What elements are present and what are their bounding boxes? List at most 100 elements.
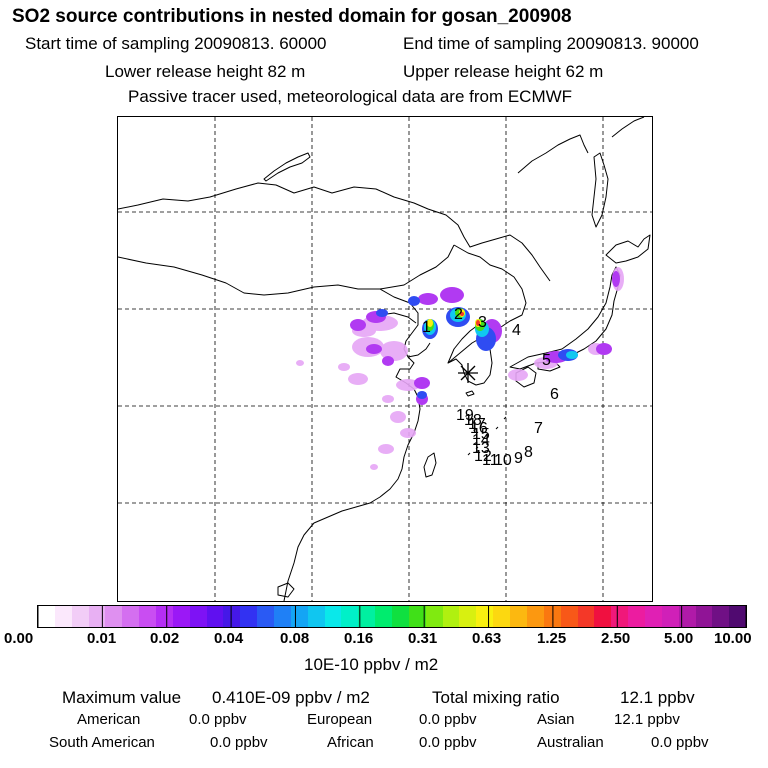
colorbar-units: 10E-10 ppbv / m2 — [304, 655, 439, 674]
region-south-american-value: 0.0 ppbv — [210, 734, 268, 751]
colorbar-cell-36 — [644, 606, 662, 627]
point-label-9: 9 — [514, 450, 523, 467]
colorbar-cell-33 — [594, 606, 612, 627]
receptor-star-marker — [458, 363, 478, 383]
colorbar-cell-4 — [105, 606, 123, 627]
point-label-3: 3 — [478, 314, 487, 331]
colorbar-cell-28 — [510, 606, 527, 627]
region-american-name: American — [77, 711, 141, 728]
colorbar-tick-10: 5.00 — [664, 630, 694, 647]
colorbar-cell-11 — [223, 606, 241, 627]
colorbar-cell-25 — [459, 606, 477, 627]
region-australian-value: 0.0 ppbv — [651, 734, 709, 751]
map-svg — [118, 117, 652, 601]
colorbar-cell-1 — [54, 606, 72, 627]
colorbar-cell-14 — [274, 606, 291, 627]
point-label-5: 5 — [542, 352, 551, 369]
colorbar-cell-22 — [408, 606, 426, 627]
total-mixing-label: Total mixing ratio — [432, 688, 560, 707]
colorbar-tick-6: 0.31 — [408, 630, 438, 647]
colorbar-tick-1: 0.01 — [87, 630, 117, 647]
region-south-american-name: South American — [49, 734, 155, 751]
colorbar-cell-34 — [611, 606, 629, 627]
region-european-value: 0.0 ppbv — [419, 711, 477, 728]
colorbar-cell-3 — [88, 606, 106, 627]
coastlines — [118, 117, 651, 601]
colorbar-cell-38 — [678, 606, 696, 627]
point-label-4: 4 — [512, 322, 521, 339]
colorbar-cell-23 — [425, 606, 443, 627]
colorbar-tick-2: 0.02 — [150, 630, 180, 647]
max-value-label: Maximum value — [62, 688, 182, 707]
colorbar-cell-18 — [341, 606, 359, 627]
colorbar-cell-31 — [560, 606, 578, 627]
region-asian-name: Asian — [537, 711, 575, 728]
point-label-13: 13 — [472, 440, 490, 457]
point-label-8: 8 — [524, 444, 533, 461]
point-label-16: 16 — [470, 420, 488, 437]
point-label-10: 10 — [494, 452, 512, 469]
upper-release-height: Upper release height 62 m — [403, 62, 604, 81]
point-label-12: 12 — [474, 448, 492, 465]
region-african-name: African — [327, 734, 374, 751]
point-label-14: 14 — [472, 432, 490, 449]
colorbar-cell-27 — [493, 606, 511, 627]
colorbar-cell-7 — [156, 606, 173, 627]
colorbar-cell-20 — [375, 606, 393, 627]
colorbar-tick-7: 0.63 — [472, 630, 502, 647]
point-label-11: 11 — [482, 452, 499, 469]
colorbar-cell-37 — [661, 606, 679, 627]
colorbar-cell-32 — [577, 606, 595, 627]
start-time: Start time of sampling 20090813. 60000 — [25, 34, 327, 53]
colorbar-cell-9 — [189, 606, 207, 627]
region-european-name: European — [307, 711, 373, 728]
colorbar-tick-4: 0.08 — [280, 630, 310, 647]
colorbar-cell-13 — [257, 606, 275, 627]
point-label-17: 17 — [468, 416, 486, 433]
colorbar-tick-3: 0.04 — [214, 630, 244, 647]
colorbar-cell-5 — [122, 606, 140, 627]
colorbar-cell-41 — [729, 606, 747, 627]
lower-release-height: Lower release height 82 m — [105, 62, 306, 81]
colorbar-tick-0: 0.00 — [4, 630, 34, 647]
point-label-19: 19 — [456, 407, 474, 424]
point-label-1: 1 — [422, 319, 431, 336]
map-panel: 1 2 3 4 5 6 7 8 9 10 11 12 13 14 15 16 1… — [117, 116, 653, 602]
colorbar-cell-17 — [324, 606, 342, 627]
chart-title: SO2 source contributions in nested domai… — [12, 6, 572, 27]
colorbar-cell-6 — [139, 606, 157, 627]
colorbar-cell-35 — [628, 606, 645, 627]
point-label-2: 2 — [454, 306, 463, 323]
graticule — [118, 117, 652, 601]
colorbar — [37, 605, 747, 628]
region-african-value: 0.0 ppbv — [419, 734, 477, 751]
colorbar-cell-2 — [71, 606, 89, 627]
colorbar-cell-30 — [543, 606, 561, 627]
point-label-15: 15 — [472, 426, 490, 443]
colorbar-cell-10 — [206, 606, 224, 627]
max-value: 0.410E-09 ppbv / m2 — [212, 688, 370, 707]
point-label-7: 7 — [534, 420, 543, 437]
colorbar-cell-29 — [526, 606, 544, 627]
colorbar-cell-0 — [38, 606, 55, 627]
colorbar-tick-5: 0.16 — [344, 630, 374, 647]
concentration-field — [296, 267, 624, 470]
colorbar-tick-11: 10.00 — [714, 630, 752, 647]
tracer-note: Passive tracer used, meteorological data… — [128, 87, 573, 106]
region-australian-name: Australian — [537, 734, 604, 751]
colorbar-cell-21 — [392, 606, 409, 627]
colorbar-cell-8 — [172, 606, 190, 627]
colorbar-tick-8: 1.25 — [537, 630, 567, 647]
colorbar-cell-16 — [307, 606, 325, 627]
colorbar-cell-40 — [712, 606, 730, 627]
point-label-6: 6 — [550, 386, 559, 403]
colorbar-ticks — [37, 606, 747, 628]
colorbar-cell-19 — [358, 606, 376, 627]
end-time: End time of sampling 20090813. 90000 — [403, 34, 699, 53]
region-american-value: 0.0 ppbv — [189, 711, 247, 728]
total-mixing-value: 12.1 ppbv — [620, 688, 695, 707]
colorbar-cell-39 — [695, 606, 713, 627]
point-label-18: 18 — [464, 412, 482, 429]
colorbar-cell-12 — [240, 606, 258, 627]
region-asian-value: 12.1 ppbv — [614, 711, 680, 728]
